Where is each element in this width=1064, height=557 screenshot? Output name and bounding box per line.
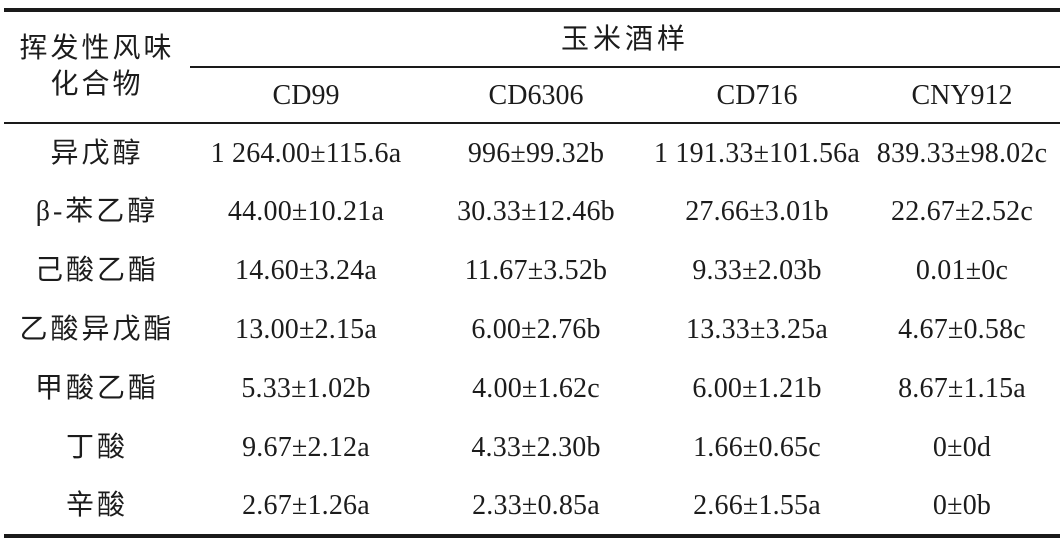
value-cell: 4.00±1.62c <box>472 373 600 404</box>
value-cell: 2.33±0.85a <box>472 490 600 521</box>
compound-name-cell: β-苯乙醇 <box>35 196 159 227</box>
table-row: 异戊醇 1 264.00±115.6a 996±99.32b 1 191.33±… <box>4 123 1060 182</box>
table-row: β-苯乙醇 44.00±10.21a 30.33±12.46b 27.66±3.… <box>4 182 1060 241</box>
table-header: 挥发性风味 化合物 玉米酒样 CD99 CD6306 CD716 CNY912 <box>4 10 1061 123</box>
value-cell: 1 264.00±115.6a <box>210 137 402 169</box>
value-cell: 44.00±10.21a <box>227 196 385 227</box>
table-body: 异戊醇 1 264.00±115.6a 996±99.32b 1 191.33±… <box>4 123 1061 536</box>
volatile-flavor-compounds-table: 挥发性风味 化合物 玉米酒样 CD99 CD6306 CD716 CNY912 … <box>4 8 1061 538</box>
column-header-cd6306: CD6306 <box>488 79 584 111</box>
compound-name-cell: 己酸乙酯 <box>34 255 159 286</box>
value-cell: 1.66±0.65c <box>693 432 821 463</box>
value-cell: 9.33±2.03b <box>692 255 822 286</box>
value-cell: 2.67±1.26a <box>242 490 370 521</box>
value-cell: 4.33±2.30b <box>471 432 601 463</box>
value-cell: 839.33±98.02c <box>876 137 1048 169</box>
value-cell: 13.33±3.25a <box>686 314 828 345</box>
column-header-cd716: CD716 <box>716 79 798 111</box>
table-row: 甲酸乙酯 5.33±1.02b 4.00±1.62c 6.00±1.21b 8.… <box>4 359 1060 418</box>
value-cell: 1 191.33±101.56a <box>654 137 860 169</box>
value-cell: 14.60±3.24a <box>235 255 377 286</box>
compound-name-cell: 异戊醇 <box>50 137 144 169</box>
value-cell: 5.33±1.02b <box>241 373 371 404</box>
value-cell: 0±0b <box>932 490 992 521</box>
column-header-row: CD99 CD6306 CD716 CNY912 <box>4 67 1060 123</box>
compound-name-cell: 乙酸异戊酯 <box>19 314 175 345</box>
value-cell: 4.67±0.58c <box>898 314 1026 345</box>
value-cell: 996±99.32b <box>467 137 605 169</box>
value-cell: 30.33±12.46b <box>457 196 615 227</box>
value-cell: 22.67±2.52c <box>891 196 1033 227</box>
value-cell: 9.67±2.12a <box>242 432 370 463</box>
table-row: 丁酸 9.67±2.12a 4.33±2.30b 1.66±0.65c 0±0d <box>4 418 1060 477</box>
compound-name-cell: 辛酸 <box>65 490 128 521</box>
column-header-cd99: CD99 <box>272 79 340 111</box>
column-header-cny912: CNY912 <box>911 79 1013 111</box>
table-row: 辛酸 2.67±1.26a 2.33±0.85a 2.66±1.55a 0±0b <box>4 477 1060 536</box>
value-cell: 13.00±2.15a <box>235 314 377 345</box>
value-cell: 27.66±3.01b <box>685 196 829 227</box>
value-cell: 6.00±1.21b <box>692 373 822 404</box>
spanner-header-row: 挥发性风味 化合物 玉米酒样 <box>4 10 1061 100</box>
value-cell: 11.67±3.52b <box>464 255 608 286</box>
value-cell: 8.67±1.15a <box>898 373 1026 404</box>
table-row: 乙酸异戊酯 13.00±2.15a 6.00±2.76b 13.33±3.25a… <box>4 300 1060 359</box>
compound-name-cell: 丁酸 <box>65 432 128 463</box>
sample-group-header: 玉米酒样 <box>190 10 1061 68</box>
value-cell: 0±0d <box>932 432 992 463</box>
value-cell: 6.00±2.76b <box>471 314 601 345</box>
row-group-header-label: 挥发性风味 化合物 <box>19 32 175 100</box>
value-cell: 0.01±0c <box>915 255 1009 286</box>
table-row: 己酸乙酯 14.60±3.24a 11.67±3.52b 9.33±2.03b … <box>4 241 1060 300</box>
compound-name-cell: 甲酸乙酯 <box>34 373 159 404</box>
value-cell: 2.66±1.55a <box>693 490 821 521</box>
